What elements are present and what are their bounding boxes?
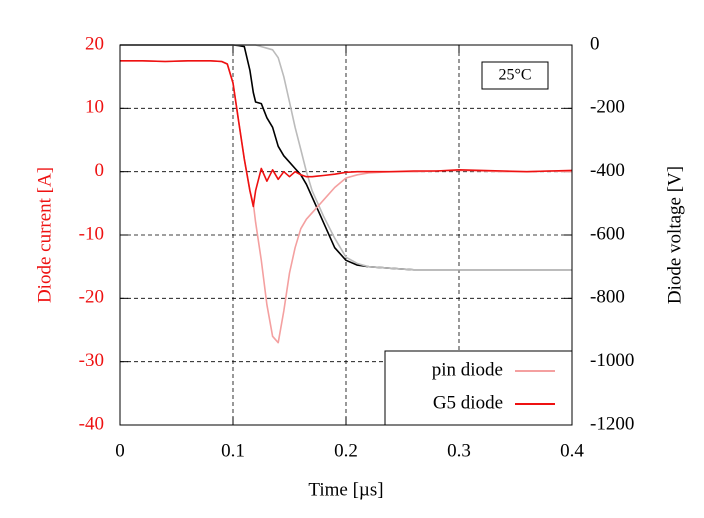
x-tick-label: 0.3 (447, 440, 471, 461)
y-tick-label: -20 (79, 287, 104, 308)
y2-tick-label: 0 (590, 33, 600, 54)
y-tick-label: 0 (95, 160, 105, 181)
y-tick-label: -10 (79, 223, 104, 244)
y2-tick-label: -1200 (590, 413, 634, 434)
annotation-box (481, 61, 549, 90)
y-tick-label: -40 (79, 413, 104, 434)
x-tick-label: 0.2 (334, 440, 358, 461)
y2-tick-label: -400 (590, 160, 625, 181)
y-tick-label: 20 (85, 33, 104, 54)
y-tick-label: 10 (85, 97, 104, 118)
legend-label: G5 diode (433, 392, 503, 413)
y2-tick-label: -200 (590, 97, 625, 118)
x-tick-label: 0 (115, 440, 125, 461)
y2-tick-label: -1000 (590, 350, 634, 371)
legend-box (384, 350, 573, 426)
series-line (120, 60, 573, 208)
legend-label: pin diode (432, 359, 503, 380)
plot-frame (119, 44, 573, 426)
annotation: 25°C (498, 67, 531, 84)
y2-tick-label: -600 (590, 223, 625, 244)
x-tick-label: 0.4 (560, 440, 584, 461)
y2-tick-label: -800 (590, 287, 625, 308)
x-axis-label: Time [µs] (308, 479, 383, 500)
x-tick-label: 0.1 (221, 440, 245, 461)
y2-axis-label: Diode voltage [V] (664, 166, 685, 304)
y-tick-label: -30 (79, 350, 104, 371)
y-axis-label: Diode current [A] (34, 167, 55, 303)
